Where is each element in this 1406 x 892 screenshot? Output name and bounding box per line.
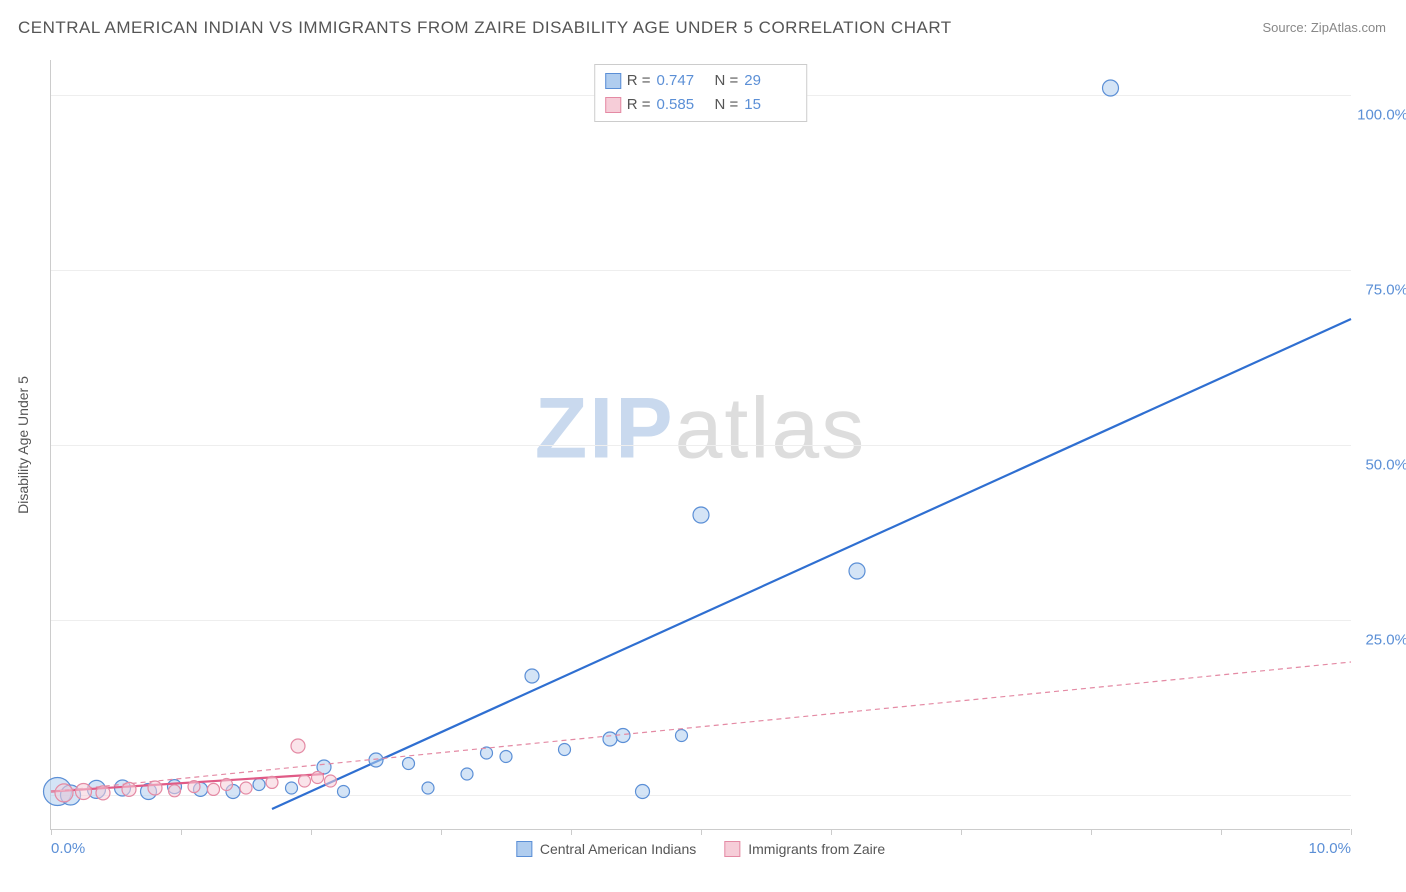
data-point bbox=[525, 669, 539, 683]
data-point bbox=[148, 781, 162, 795]
x-tick-mark bbox=[571, 829, 572, 835]
x-tick-mark bbox=[1351, 829, 1352, 835]
x-tick-mark bbox=[1091, 829, 1092, 835]
data-point bbox=[253, 779, 265, 791]
data-point bbox=[369, 753, 383, 767]
legend-swatch bbox=[605, 73, 621, 89]
stats-legend-row: R =0.747N =29 bbox=[605, 69, 797, 93]
stat-n-label: N = bbox=[715, 93, 739, 117]
x-tick-mark bbox=[831, 829, 832, 835]
legend-label: Central American Indians bbox=[540, 841, 696, 857]
data-point bbox=[208, 783, 220, 795]
series-legend: Central American Indians Immigrants from … bbox=[516, 841, 885, 857]
data-point bbox=[422, 782, 434, 794]
data-point bbox=[636, 785, 650, 799]
data-point bbox=[55, 784, 73, 802]
data-point bbox=[221, 779, 233, 791]
y-tick-label: 25.0% bbox=[1365, 632, 1406, 649]
data-point bbox=[240, 782, 252, 794]
y-tick-label: 75.0% bbox=[1365, 282, 1406, 299]
data-point bbox=[693, 507, 709, 523]
data-point bbox=[291, 739, 305, 753]
chart-plot-area: Disability Age Under 5 ZIPatlas 25.0%50.… bbox=[50, 60, 1350, 830]
trend-line bbox=[272, 319, 1351, 809]
legend-label: Immigrants from Zaire bbox=[748, 841, 885, 857]
stats-legend-row: R =0.585N =15 bbox=[605, 93, 797, 117]
data-point bbox=[500, 751, 512, 763]
stat-r-value: 0.585 bbox=[657, 93, 709, 117]
y-tick-label: 50.0% bbox=[1365, 457, 1406, 474]
data-point bbox=[188, 781, 200, 793]
data-point bbox=[338, 786, 350, 798]
stat-r-label: R = bbox=[627, 93, 651, 117]
legend-item: Central American Indians bbox=[516, 841, 696, 857]
data-point bbox=[76, 784, 92, 800]
data-point bbox=[122, 782, 136, 796]
trend-line bbox=[51, 662, 1351, 792]
stat-r-label: R = bbox=[627, 69, 651, 93]
stats-legend: R =0.747N =29R =0.585N =15 bbox=[594, 64, 808, 122]
data-point bbox=[96, 786, 110, 800]
y-tick-label: 100.0% bbox=[1357, 107, 1406, 124]
legend-swatch bbox=[516, 841, 532, 857]
x-tick-label: 0.0% bbox=[51, 840, 85, 857]
scatter-plot-svg bbox=[51, 60, 1351, 830]
stat-n-label: N = bbox=[715, 69, 739, 93]
x-tick-mark bbox=[441, 829, 442, 835]
x-tick-mark bbox=[701, 829, 702, 835]
data-point bbox=[266, 776, 278, 788]
data-point bbox=[559, 744, 571, 756]
data-point bbox=[676, 730, 688, 742]
data-point bbox=[299, 775, 311, 787]
chart-title: CENTRAL AMERICAN INDIAN VS IMMIGRANTS FR… bbox=[18, 18, 952, 38]
x-tick-mark bbox=[311, 829, 312, 835]
data-point bbox=[603, 732, 617, 746]
source-attribution: Source: ZipAtlas.com bbox=[1262, 20, 1386, 35]
legend-swatch bbox=[605, 97, 621, 113]
stat-n-value: 29 bbox=[744, 69, 796, 93]
data-point bbox=[849, 563, 865, 579]
x-tick-mark bbox=[181, 829, 182, 835]
x-tick-mark bbox=[51, 829, 52, 835]
legend-item: Immigrants from Zaire bbox=[724, 841, 885, 857]
stat-r-value: 0.747 bbox=[657, 69, 709, 93]
data-point bbox=[325, 775, 337, 787]
data-point bbox=[286, 782, 298, 794]
stat-n-value: 15 bbox=[744, 93, 796, 117]
data-point bbox=[169, 785, 181, 797]
data-point bbox=[461, 768, 473, 780]
y-axis-title: Disability Age Under 5 bbox=[15, 376, 31, 514]
x-tick-label: 10.0% bbox=[1308, 840, 1351, 857]
x-tick-mark bbox=[1221, 829, 1222, 835]
data-point bbox=[1103, 80, 1119, 96]
data-point bbox=[403, 758, 415, 770]
data-point bbox=[312, 772, 324, 784]
legend-swatch bbox=[724, 841, 740, 857]
x-tick-mark bbox=[961, 829, 962, 835]
